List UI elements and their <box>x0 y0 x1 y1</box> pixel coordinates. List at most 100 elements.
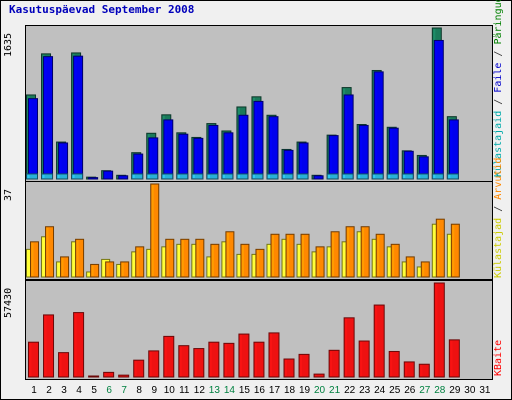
bar-highlight-1-1-4 <box>76 240 79 276</box>
x-tick-label: 1 <box>31 385 37 396</box>
bar-highlight-1-1-15 <box>241 245 244 276</box>
bar-2-0-21 <box>328 349 340 378</box>
x-tick-label: 16 <box>254 385 266 396</box>
bar-highlight-2-0-21 <box>330 351 333 376</box>
bar-highlight-2-0-24 <box>375 306 378 376</box>
bar-highlight-0-1-4 <box>74 57 77 178</box>
x-tick-label: 20 <box>314 385 326 396</box>
bar-highlight-0-1-14 <box>224 133 227 178</box>
bar-0-2-25 <box>386 173 399 180</box>
bar-1-1-8 <box>135 246 145 278</box>
bar-highlight-2-0-6 <box>104 373 107 376</box>
bar-1-1-16 <box>255 248 265 278</box>
bar-2-0-18 <box>283 358 295 378</box>
bar-highlight-1-1-17 <box>271 235 274 276</box>
bar-2-0-13 <box>208 341 220 378</box>
bar-1-1-24 <box>375 233 385 278</box>
bar-0-2-17 <box>266 173 279 180</box>
bar-highlight-0-2-23 <box>358 174 361 178</box>
bar-highlight-0-2-15 <box>237 174 240 178</box>
bar-highlight-0-1-10 <box>164 120 167 178</box>
bar-0-2-4 <box>71 173 84 180</box>
bar-1-1-17 <box>270 233 280 278</box>
bar-0-2-14 <box>221 173 234 180</box>
bar-2-0-11 <box>178 345 190 378</box>
bar-1-1-4 <box>75 238 85 278</box>
bar-1-1-25 <box>390 243 400 278</box>
x-tick-label: 5 <box>91 385 97 396</box>
bar-highlight-0-1-13 <box>209 126 212 178</box>
x-tick-label: 11 <box>179 385 190 396</box>
bar-highlight-0-2-2 <box>42 174 45 178</box>
bar-0-2-22 <box>341 173 354 180</box>
bar-highlight-0-1-21 <box>330 136 333 178</box>
bar-highlight-0-2-17 <box>267 174 270 178</box>
bar-highlight-0-2-27 <box>418 174 421 178</box>
x-tick-label: 7 <box>121 385 127 396</box>
bar-1-1-28 <box>435 218 445 278</box>
bar-highlight-0-1-18 <box>285 151 288 178</box>
bar-highlight-2-0-11 <box>179 346 182 376</box>
bar-1-1-15 <box>240 243 250 278</box>
bar-highlight-1-0-16 <box>252 255 255 276</box>
bar-1-1-7 <box>120 261 130 278</box>
bar-highlight-1-1-27 <box>422 262 425 276</box>
bar-0-1-5 <box>88 177 99 180</box>
bar-highlight-0-1-19 <box>300 143 303 178</box>
bar-highlight-1-0-2 <box>42 237 45 276</box>
bar-highlight-0-2-14 <box>222 174 225 178</box>
bar-highlight-0-1-7 <box>119 176 122 178</box>
bar-highlight-1-0-25 <box>388 247 391 276</box>
x-tick-label: 27 <box>419 385 431 396</box>
bar-highlight-1-0-13 <box>207 257 210 276</box>
bar-2-0-22 <box>343 317 355 378</box>
x-tick-label: 17 <box>269 385 281 396</box>
bar-highlight-0-1-27 <box>420 157 423 178</box>
bar-0-2-18 <box>281 173 294 180</box>
bar-highlight-2-0-12 <box>194 349 197 376</box>
bar-highlight-1-0-28 <box>433 225 436 276</box>
bar-highlight-1-0-4 <box>72 242 75 276</box>
bar-highlight-1-1-29 <box>452 225 455 276</box>
bar-highlight-1-0-23 <box>358 232 361 276</box>
bar-1-1-26 <box>405 256 415 278</box>
bar-1-1-27 <box>420 261 430 278</box>
bar-highlight-0-1-28 <box>435 41 438 178</box>
bar-highlight-1-1-7 <box>121 262 124 276</box>
bar-0-2-12 <box>191 173 204 180</box>
bar-highlight-1-1-18 <box>287 235 290 276</box>
bar-highlight-0-1-26 <box>405 152 408 178</box>
bar-2-0-25 <box>388 350 400 378</box>
x-tick-label: 15 <box>239 385 251 396</box>
bar-highlight-0-1-16 <box>254 102 257 178</box>
bar-highlight-1-0-21 <box>328 247 331 276</box>
x-tick-label: 21 <box>329 385 341 396</box>
bar-2-0-14 <box>223 342 235 378</box>
bar-highlight-1-0-24 <box>373 240 376 276</box>
bar-1-1-12 <box>195 238 205 278</box>
bar-highlight-2-0-4 <box>74 313 77 376</box>
bar-2-0-2 <box>43 314 55 378</box>
bar-0-2-2 <box>41 173 54 180</box>
bar-highlight-0-1-2 <box>44 57 47 178</box>
bar-0-2-29 <box>446 173 459 180</box>
bar-highlight-0-2-25 <box>388 174 391 178</box>
bar-highlight-0-1-6 <box>104 172 107 178</box>
bar-highlight-0-2-16 <box>252 174 255 178</box>
bar-highlight-1-1-25 <box>392 245 395 276</box>
bar-1-1-21 <box>330 231 340 278</box>
bar-1-1-22 <box>345 226 355 278</box>
bar-1-1-20 <box>315 246 325 278</box>
bar-0-2-19 <box>296 173 309 180</box>
bar-highlight-2-0-23 <box>360 342 363 376</box>
bar-highlight-1-1-13 <box>211 245 214 276</box>
bar-0-2-15 <box>236 173 249 180</box>
bar-highlight-2-0-29 <box>450 340 453 376</box>
bar-2-0-10 <box>163 335 175 378</box>
bar-1-1-10 <box>165 238 175 278</box>
bar-2-0-3 <box>58 352 70 378</box>
x-tick-label: 4 <box>76 385 82 396</box>
bar-highlight-1-0-15 <box>237 255 240 276</box>
